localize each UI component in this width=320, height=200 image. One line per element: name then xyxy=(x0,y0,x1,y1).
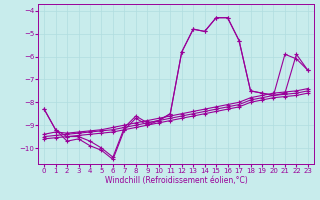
X-axis label: Windchill (Refroidissement éolien,°C): Windchill (Refroidissement éolien,°C) xyxy=(105,176,247,185)
